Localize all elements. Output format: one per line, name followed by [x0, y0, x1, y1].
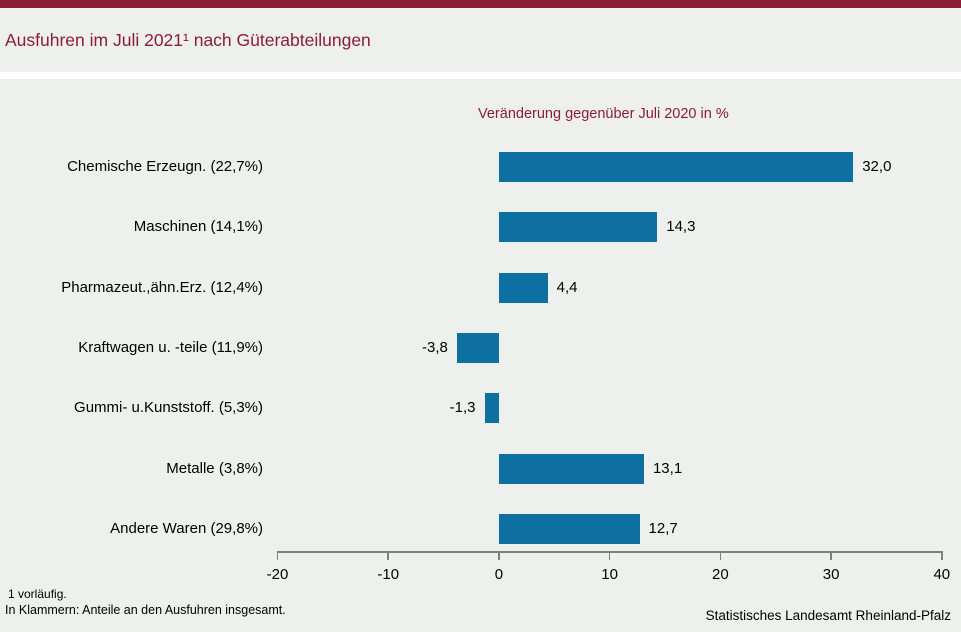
category-label: Kraftwagen u. -teile (11,9%) — [78, 339, 263, 356]
x-tick-label: 20 — [712, 566, 729, 583]
value-label: -1,3 — [449, 399, 476, 416]
x-axis-tick — [608, 551, 611, 560]
bar — [498, 152, 854, 182]
value-label: 13,1 — [652, 460, 683, 477]
chart-subtitle: Veränderung gegenüber Juli 2020 in % — [478, 106, 729, 122]
x-axis-tick — [276, 551, 279, 560]
value-label: 32,0 — [862, 158, 892, 175]
category-label: Gummi- u.Kunststoff. (5,3%) — [74, 399, 263, 416]
x-axis-tick — [498, 551, 500, 560]
category-label: Metalle (3,8%) — [166, 460, 263, 477]
header-separator — [0, 72, 961, 79]
x-axis-tick — [941, 551, 943, 560]
category-label: Chemische Erzeugn. (22,7%) — [67, 158, 263, 175]
x-tick-label: 30 — [822, 566, 840, 583]
x-tick-label: 40 — [933, 566, 951, 583]
category-label: Maschinen (14,1%) — [133, 218, 263, 235]
bar — [456, 333, 499, 363]
bar — [498, 212, 658, 242]
source-label: Statistisches Landesamt Rheinland-Pfalz — [705, 608, 951, 623]
footnote-brackets: In Klammern: Anteile an den Ausfuhren in… — [5, 603, 286, 617]
x-tick-label: -10 — [377, 566, 400, 583]
value-label: -3,8 — [422, 339, 448, 356]
footnote-preliminary: 1 vorläufig. — [8, 587, 67, 601]
bar — [498, 273, 548, 303]
x-tick-label: 10 — [601, 566, 618, 583]
x-axis-tick — [719, 551, 722, 560]
value-label: 14,3 — [666, 218, 696, 235]
x-tick-label: -20 — [266, 566, 289, 583]
category-label: Pharmazeut.,ähn.Erz. (12,4%) — [61, 279, 263, 296]
bar — [484, 393, 499, 423]
bar — [498, 514, 640, 544]
top-accent-bar — [0, 0, 961, 8]
category-label: Andere Waren (29,8%) — [110, 520, 263, 537]
x-axis-tick — [830, 551, 832, 560]
x-tick-label: 0 — [494, 566, 504, 583]
bar — [498, 454, 644, 484]
chart-title: Ausfuhren im Juli 2021¹ nach Güterabteil… — [5, 30, 371, 50]
x-axis-tick — [387, 551, 389, 560]
value-label: 4,4 — [556, 279, 578, 296]
value-label: 12,7 — [648, 520, 678, 537]
